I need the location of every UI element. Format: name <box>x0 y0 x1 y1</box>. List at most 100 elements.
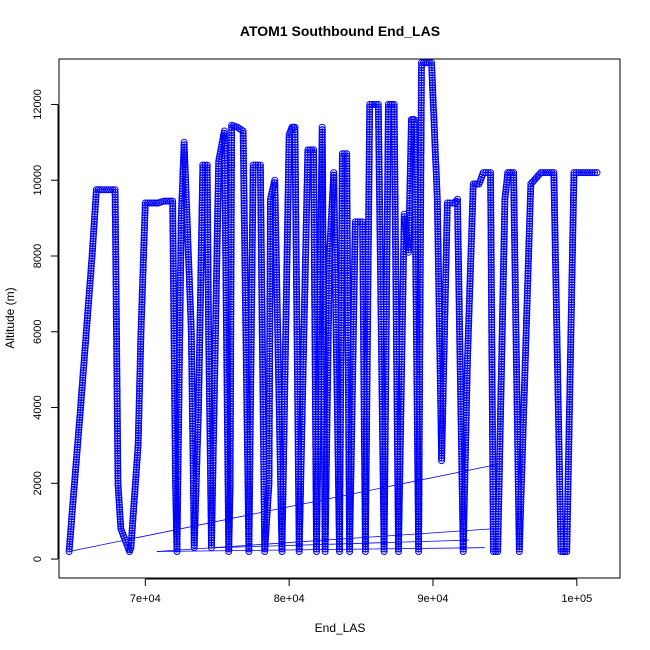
data-point <box>197 279 205 287</box>
data-point <box>135 392 143 400</box>
data-point <box>113 345 121 353</box>
data-point <box>136 387 143 395</box>
data-point <box>84 312 92 320</box>
data-point <box>137 328 145 336</box>
data-point <box>177 227 185 234</box>
data-point <box>175 391 183 399</box>
data-point <box>91 203 99 211</box>
data-point <box>128 524 136 532</box>
data-point <box>138 303 146 311</box>
data-point <box>90 218 98 226</box>
data-point <box>211 344 219 352</box>
data-point <box>169 225 177 232</box>
data-point <box>214 222 221 230</box>
data-point <box>196 301 204 309</box>
data-point <box>197 254 205 262</box>
data-point <box>187 335 195 343</box>
data-point <box>173 520 181 528</box>
data-point <box>92 193 100 201</box>
data-point <box>86 282 94 290</box>
data-point <box>211 377 219 385</box>
data-point <box>138 291 146 299</box>
data-point <box>131 493 138 501</box>
data-point <box>189 444 197 452</box>
data-point <box>209 489 216 497</box>
data-point <box>196 314 204 321</box>
data-point <box>89 240 97 248</box>
data-point <box>141 224 148 232</box>
data-point <box>213 252 221 260</box>
data-point <box>194 426 202 434</box>
data-point <box>174 508 181 516</box>
data-point <box>196 304 204 311</box>
data-point <box>184 233 192 241</box>
data-point <box>92 196 100 203</box>
data-point <box>193 458 201 466</box>
data-point <box>203 174 211 181</box>
data-point <box>114 487 122 494</box>
data-point <box>137 318 145 326</box>
data-point <box>170 287 178 295</box>
data-point <box>196 306 204 314</box>
data-point <box>170 369 178 377</box>
data-point <box>87 262 95 270</box>
data-point <box>176 304 184 312</box>
data-point <box>190 541 198 549</box>
data-point <box>113 328 120 335</box>
data-point <box>113 333 120 340</box>
data-point <box>191 509 199 517</box>
data-point <box>171 407 179 415</box>
data-point <box>112 228 119 236</box>
data-point <box>70 488 78 496</box>
data-point <box>174 503 181 511</box>
data-point <box>197 294 204 301</box>
data-point <box>208 494 216 502</box>
data-point <box>212 292 220 300</box>
data-point <box>170 277 177 285</box>
data-point <box>173 510 181 518</box>
data-point <box>76 411 84 419</box>
data-point <box>112 308 120 316</box>
data-point <box>214 202 222 210</box>
data-point <box>112 318 120 326</box>
data-point <box>175 373 183 381</box>
data-point <box>73 451 81 459</box>
data-point <box>169 202 177 210</box>
data-point <box>184 231 192 239</box>
data-point <box>203 166 211 174</box>
data-point <box>68 518 75 526</box>
data-point <box>116 510 124 518</box>
data-point <box>83 322 91 329</box>
data-point <box>173 530 181 538</box>
data-point <box>192 502 199 510</box>
data-point <box>134 429 142 437</box>
data-point <box>212 307 220 315</box>
data-point <box>138 308 146 316</box>
data-point <box>115 489 123 497</box>
data-point <box>170 367 178 375</box>
data-point <box>193 463 201 470</box>
data-point <box>196 311 204 319</box>
data-point <box>69 495 77 503</box>
data-point <box>131 490 139 498</box>
data-point <box>175 361 183 369</box>
data-point <box>210 389 218 397</box>
data-point <box>72 466 80 474</box>
data-point <box>112 290 120 298</box>
data-point <box>136 353 144 360</box>
data-point <box>83 324 91 332</box>
data-point <box>112 310 120 318</box>
data-point <box>140 241 148 249</box>
data-point <box>210 407 218 415</box>
data-point <box>130 500 138 508</box>
data-point <box>185 258 193 266</box>
data-point <box>191 517 199 525</box>
data-point <box>127 541 135 549</box>
data-point <box>176 339 184 346</box>
data-point <box>78 384 86 392</box>
data-point <box>176 346 184 354</box>
data-point <box>174 446 182 453</box>
data-point <box>210 417 218 425</box>
data-point <box>192 490 200 498</box>
data-point <box>173 538 181 545</box>
